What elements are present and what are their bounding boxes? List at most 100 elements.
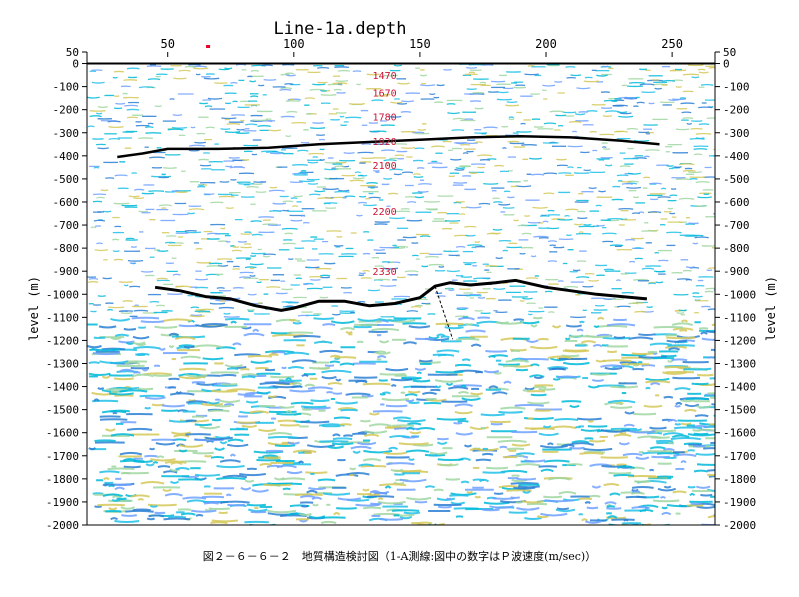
seismic-trace (657, 487, 677, 492)
seismic-trace (339, 423, 352, 426)
seismic-trace (604, 401, 623, 406)
seismic-trace (307, 161, 319, 164)
seismic-trace (267, 509, 297, 514)
seismic-trace (97, 387, 105, 390)
seismic-trace (514, 404, 544, 407)
seismic-trace (524, 517, 542, 520)
seismic-trace (465, 234, 476, 237)
seismic-trace (390, 378, 413, 382)
seismic-trace (189, 144, 206, 147)
seismic-trace (126, 427, 153, 431)
seismic-trace (362, 269, 370, 272)
seismic-trace (557, 280, 564, 283)
seismic-trace (436, 417, 467, 421)
seismic-trace (500, 406, 526, 410)
seismic-trace (326, 445, 344, 449)
seismic-trace (381, 397, 410, 402)
seismic-trace (464, 225, 477, 228)
seismic-trace (99, 418, 128, 421)
seismic-trace (114, 520, 140, 524)
seismic-trace (130, 245, 138, 248)
seismic-trace (628, 336, 654, 340)
seismic-trace (331, 442, 354, 446)
seismic-trace (491, 391, 508, 395)
seismic-trace (310, 278, 321, 281)
seismic-trace (523, 417, 554, 420)
seismic-trace (87, 96, 100, 99)
seismic-trace (349, 467, 357, 471)
seismic-trace (286, 110, 298, 113)
seismic-trace (145, 126, 154, 129)
seismic-trace (113, 258, 123, 261)
seismic-trace (655, 281, 664, 284)
seismic-trace (293, 335, 321, 338)
seismic-trace (358, 201, 367, 204)
seismic-trace (567, 145, 583, 148)
seismic-trace (414, 500, 428, 504)
seismic-trace (241, 424, 258, 428)
seismic-trace (149, 447, 156, 451)
seismic-trace (186, 499, 206, 503)
seismic-trace (631, 486, 654, 489)
seismic-trace (281, 227, 298, 230)
seismic-trace (400, 391, 406, 395)
seismic-trace (120, 312, 133, 314)
seismic-trace (616, 174, 629, 177)
seismic-trace (148, 514, 165, 518)
seismic-trace (613, 433, 632, 437)
seismic-trace (633, 139, 650, 142)
seismic-trace (547, 355, 572, 359)
seismic-trace (123, 79, 138, 81)
seismic-trace (568, 442, 594, 446)
seismic-trace (249, 263, 264, 266)
seismic-trace (204, 105, 213, 108)
seismic-trace (562, 361, 590, 366)
seismic-trace (623, 518, 629, 522)
seismic-trace (498, 485, 521, 489)
seismic-trace (362, 488, 370, 492)
seismic-trace (310, 127, 326, 129)
seismic-trace (481, 508, 500, 512)
seismic-trace (604, 501, 617, 505)
seismic-trace (469, 297, 475, 299)
seismic-trace (87, 125, 95, 128)
seismic-trace (581, 518, 588, 522)
seismic-trace (363, 449, 393, 454)
seismic-trace (397, 82, 410, 85)
seismic-trace (182, 496, 207, 500)
seismic-trace (255, 191, 267, 193)
seismic-trace (180, 355, 201, 359)
seismic-trace (437, 458, 464, 462)
seismic-trace (686, 122, 693, 125)
seismic-trace (440, 335, 450, 339)
seismic-trace (111, 494, 122, 499)
seismic-trace (326, 391, 334, 394)
seismic-trace (672, 490, 687, 494)
seismic-trace (235, 132, 250, 134)
seismic-trace (422, 391, 437, 396)
seismic-trace (169, 468, 181, 472)
y-tick-label-right: -1600 (723, 427, 756, 440)
seismic-trace (132, 346, 161, 350)
seismic-trace (588, 494, 601, 498)
seismic-trace (714, 440, 715, 443)
seismic-trace (543, 172, 558, 175)
seismic-trace (592, 373, 610, 376)
seismic-trace (246, 186, 259, 189)
seismic-trace (694, 414, 709, 418)
seismic-trace (226, 367, 239, 370)
seismic-trace (659, 496, 666, 499)
seismic-trace (367, 289, 381, 292)
seismic-trace (250, 95, 259, 98)
seismic-trace (203, 501, 219, 505)
seismic-trace (393, 173, 402, 176)
seismic-trace (417, 190, 429, 193)
seismic-trace (421, 265, 429, 268)
seismic-trace (121, 514, 138, 517)
seismic-trace (170, 461, 183, 466)
seismic-trace (175, 285, 185, 288)
seismic-trace (438, 265, 445, 268)
position-marker (206, 45, 211, 48)
seismic-trace (232, 342, 242, 346)
seismic-trace (304, 97, 315, 100)
